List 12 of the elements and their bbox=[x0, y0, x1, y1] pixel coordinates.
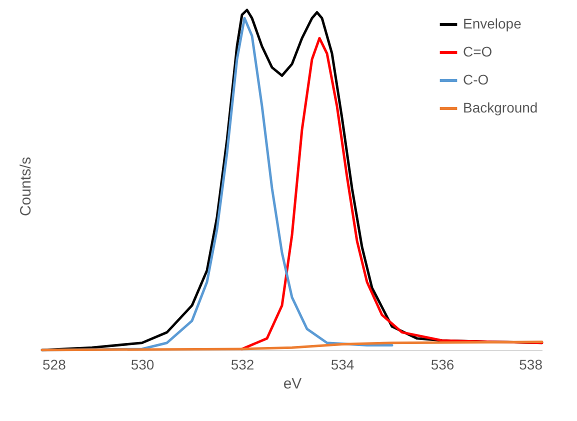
x-tick-label: 538 bbox=[519, 356, 543, 372]
x-tick-label: 536 bbox=[430, 356, 454, 372]
x-tick-label: 534 bbox=[330, 356, 354, 372]
legend-label: Background bbox=[463, 100, 538, 116]
legend-label: C=O bbox=[463, 44, 492, 60]
x-axis-title: eV bbox=[283, 376, 302, 392]
x-tick-label: 532 bbox=[230, 356, 254, 372]
x-tick-label: 528 bbox=[42, 356, 66, 372]
y-axis-title: Counts/s bbox=[18, 156, 34, 218]
x-tick-label: 530 bbox=[130, 356, 154, 372]
legend-label: C-O bbox=[463, 72, 489, 88]
legend-label: Envelope bbox=[463, 16, 522, 32]
